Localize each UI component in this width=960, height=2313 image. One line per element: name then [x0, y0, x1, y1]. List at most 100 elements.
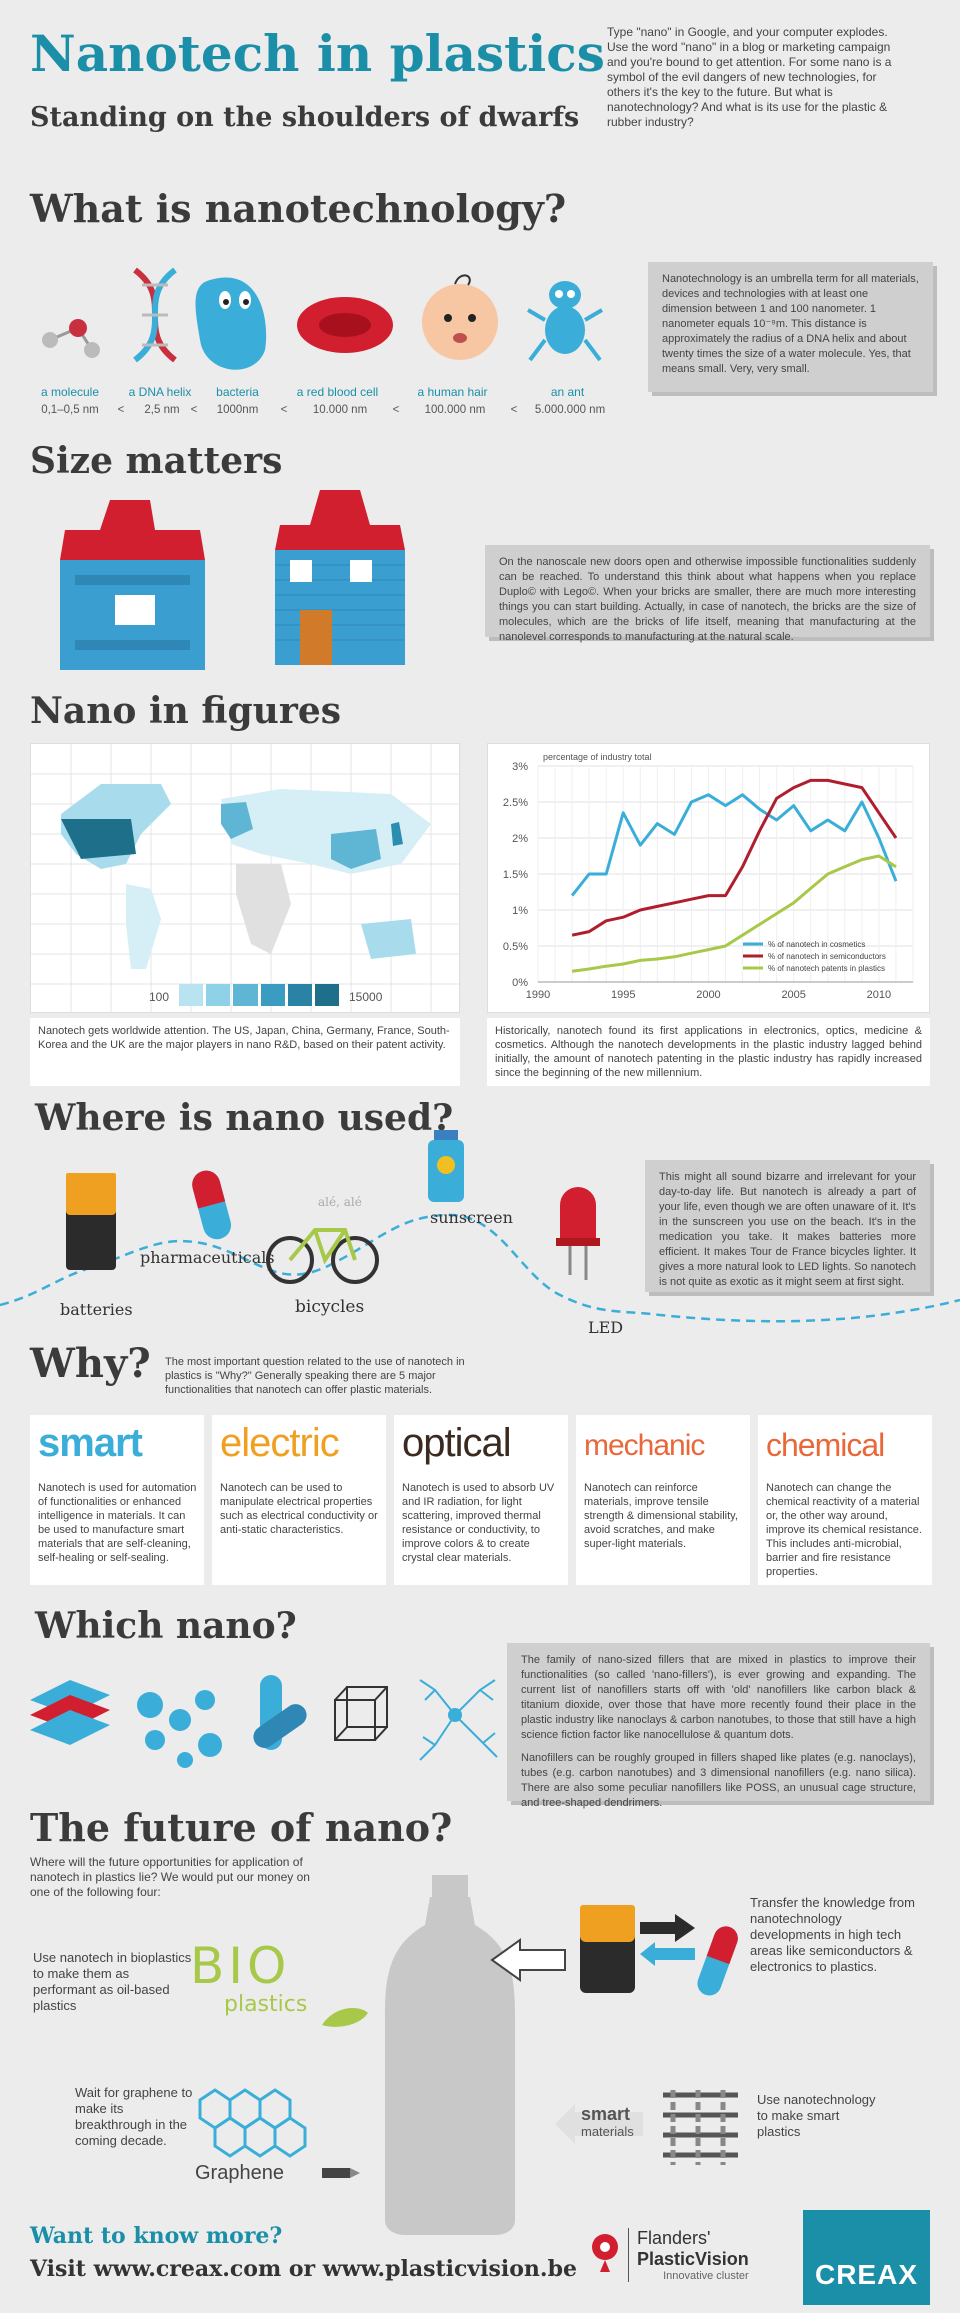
chart-y-axis-label: percentage of industry total [543, 752, 652, 762]
chart-y-tick-label: 2% [512, 833, 528, 845]
bio-logo: BIO plastics [190, 1940, 307, 2017]
world-map [31, 744, 461, 1014]
arrow-left-icon [490, 1938, 566, 1982]
scale-size: 10.000 nm [312, 404, 368, 416]
nanoplates-icon [30, 1680, 110, 1745]
sunscreen-icon [428, 1130, 464, 1202]
size-info-box: On the nanoscale new doors open and othe… [485, 545, 930, 643]
map-legend-scale [179, 984, 340, 1006]
future-smart-text: Use nanotechnology to make smart plastic… [757, 2092, 876, 2139]
label-sunscreen: sunscreen [430, 1208, 513, 1227]
ant-icon [526, 281, 604, 362]
leaf-icon [322, 2008, 368, 2027]
dashed-path [0, 1213, 960, 1323]
chart-y-tick-label: 0.5% [503, 941, 528, 953]
why-card-electric: electric Nanotech can be used to manipul… [212, 1415, 386, 1585]
line-chart: 0% 0.5% 1% 1.5% 2% 2.5% 3% 1990 1995 2000 2005 2010… [503, 752, 914, 1001]
why-card-optical: optical Nanotech is used to absorb UV an… [394, 1415, 568, 1585]
scale-label: a molecule [40, 385, 100, 399]
world-map-panel: 100 15000 [30, 743, 461, 1014]
chart-series-line [571, 854, 897, 973]
pill-icon [192, 1170, 232, 1240]
section-title-why: Why? [30, 1340, 151, 1387]
label-bicycles: bicycles [295, 1297, 365, 1317]
chart-x-tick-label: 1990 [526, 989, 550, 1001]
battery-icon [580, 1905, 635, 1993]
nanotubes-icon [253, 1675, 307, 1750]
smart-label-line1: smart [581, 2104, 631, 2124]
chart-y-tick-label: 1% [512, 905, 528, 917]
battery-icon [66, 1173, 116, 1270]
transfer-icons [490, 1905, 738, 1996]
chart-y-tick-label: 0% [512, 977, 528, 989]
chart-legend-label: % of nanotech in cosmetics [768, 940, 865, 949]
map-caption: Nanotech gets worldwide attention. The U… [30, 1018, 460, 1086]
section-title-which: Which nano? [35, 1605, 297, 1647]
scale-size: 0,1–0,5 nm [41, 404, 99, 416]
chart-series-line [570, 793, 898, 897]
scale-size: 100.000 nm [424, 404, 486, 416]
arrow-right-icon [640, 1914, 695, 1942]
chart-caption: Historically, nanotech found its first a… [487, 1018, 930, 1086]
section-title-what: What is nanotechnology? [30, 186, 567, 231]
scale-illustrations [42, 267, 604, 370]
graphene-icon [198, 2088, 307, 2158]
why-card-chemical: chemical Nanotech can change the chemica… [758, 1415, 932, 1585]
card-text: Nanotech is used for automation of funct… [38, 1482, 197, 1564]
future-intro: Where will the future opportunities for … [30, 1855, 310, 1899]
cage-structure-icon [334, 1686, 388, 1741]
page-title: Nanotech in plastics [30, 24, 605, 83]
future-transfer-text: Transfer the knowledge from nanotechnolo… [750, 1895, 915, 1974]
bio-logo-line2: plastics [224, 1992, 308, 2017]
chart-series-line [571, 778, 898, 937]
which-info-box: The family of nano-sized fillers that ar… [507, 1643, 930, 1809]
label-led: LED [588, 1318, 624, 1337]
chart-y-tick-label: 1.5% [503, 869, 528, 881]
what-info-box: Nanotechnology is an umbrella term for a… [648, 262, 933, 392]
chart-x-tick-label: 2000 [696, 989, 720, 1001]
why-card-smart: smart Nanotech is used for automation of… [30, 1415, 204, 1585]
fpv-line3: Innovative cluster [663, 2270, 749, 2282]
graphene-label: Graphene [195, 2162, 284, 2184]
card-title: chemical [766, 1427, 885, 1463]
red-blood-cell-icon [297, 297, 393, 353]
card-title: mechanic [584, 1429, 705, 1462]
chart-x-tick-label: 1995 [611, 989, 635, 1001]
scale-size: 1000nm [216, 404, 259, 416]
scale-size: 2,5 nm [144, 404, 180, 416]
scale-label: a red blood cell [296, 385, 379, 399]
fpv-logo-text: Flanders' PlasticVision Innovative clust… [628, 2228, 749, 2282]
where-info-box: This might all sound bizarre and irrelev… [645, 1160, 930, 1292]
scale-lt: < [280, 404, 288, 416]
chart-y-tick-label: 2.5% [503, 797, 528, 809]
nanofiller-illustrations [30, 1675, 498, 1768]
label-bike-text: alé, alé [318, 1195, 362, 1209]
future-bio-text: Use nanotech in bioplastics to make them… [33, 1950, 192, 2013]
card-text: Nanotech can reinforce materials, improv… [584, 1482, 738, 1550]
why-card-mechanic: mechanic Nanotech can reinforce material… [576, 1415, 750, 1585]
why-intro: The most important question related to t… [165, 1356, 465, 1396]
dna-helix-icon [133, 267, 177, 363]
card-text: Nanotech is used to absorb UV and IR rad… [402, 1482, 555, 1564]
scale-label: a DNA helix [128, 385, 192, 399]
map-legend-min: 100 [149, 990, 170, 1004]
card-text: Nanotech can be used to manipulate elect… [220, 1482, 378, 1536]
fpv-line2: PlasticVision [637, 2249, 749, 2269]
section-title-where: Where is nano used? [35, 1097, 454, 1139]
page-subtitle: Standing on the shoulders of dwarfs [30, 102, 580, 133]
which-text-2: Nanofillers can be roughly grouped in fi… [521, 1752, 916, 1809]
which-text-1: The family of nano-sized fillers that ar… [521, 1654, 916, 1741]
line-chart-panel: 0% 0.5% 1% 1.5% 2% 2.5% 3% 1990 1995 2000 2005 2010… [487, 743, 930, 1013]
future-graphene-text: Wait for graphene to make its breakthrou… [75, 2085, 193, 2148]
pill-icon [697, 1926, 738, 1996]
chart-x-tick-label: 2005 [781, 989, 805, 1001]
smart-material-grid-icon [663, 2090, 738, 2165]
scale-size: 5.000.000 nm [534, 404, 606, 416]
bio-logo-line1: BIO [190, 1937, 291, 1995]
label-pharmaceuticals: pharmaceuticals [140, 1248, 275, 1267]
intro-text: Type "nano" in Google, and your computer… [607, 25, 892, 129]
scale-label: bacteria [216, 385, 259, 399]
section-title-future: The future of nano? [30, 1805, 453, 1850]
molecule-icon [42, 319, 100, 358]
scale-lt: < [510, 404, 518, 416]
